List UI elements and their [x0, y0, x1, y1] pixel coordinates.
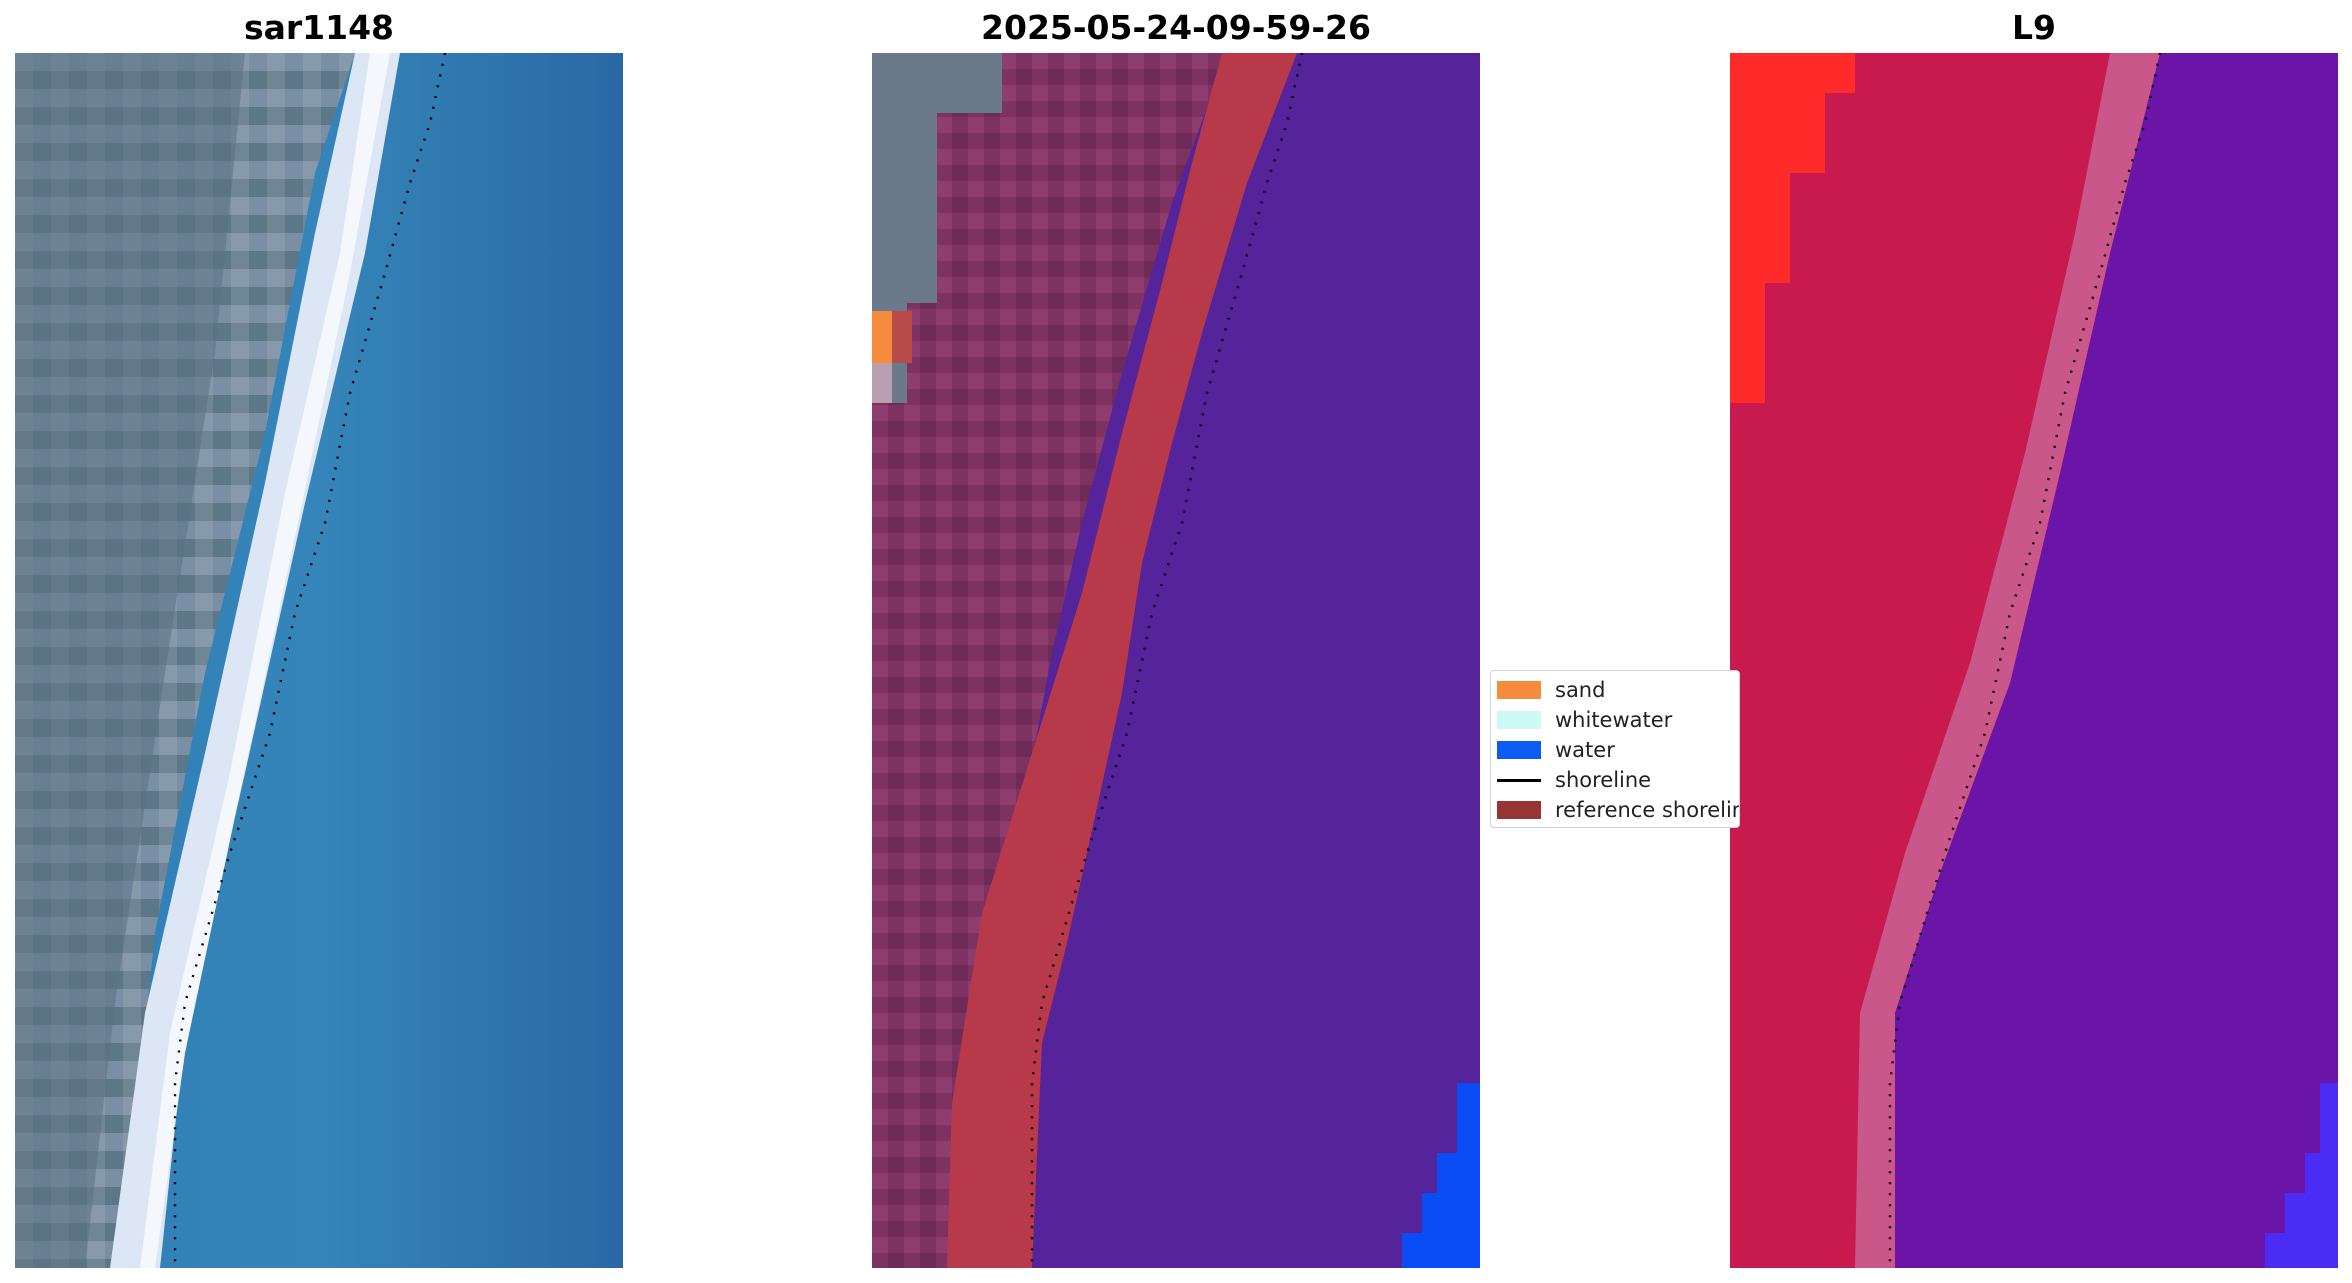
legend-item-water: water [1497, 737, 1615, 763]
legend-label: sand [1555, 678, 1606, 702]
panel-title-index: L9 [2012, 8, 2056, 47]
water-pixels-bright [1402, 1083, 1480, 1268]
legend-label: shoreline [1555, 768, 1652, 792]
reference-shoreline-band [947, 53, 1297, 1268]
legend-label: reference shoreline [1555, 798, 1740, 822]
legend: sand whitewater water shoreline referenc… [1490, 670, 1740, 828]
high-index-pixels [1730, 53, 1855, 403]
sand-swatch [1497, 681, 1541, 699]
index-image [1730, 53, 2338, 1268]
panel-title-classification: 2025-05-24-09-59-26 [981, 8, 1371, 47]
legend-item-sand: sand [1497, 677, 1605, 703]
sand-pixels [872, 311, 892, 363]
panel-title-rgb: sar1148 [243, 8, 395, 47]
legend-label: whitewater [1555, 708, 1673, 732]
rgb-image-panel [15, 53, 623, 1268]
index-panel [1730, 53, 2338, 1268]
low-index-pixels [2265, 1083, 2338, 1268]
legend-item-shoreline: shoreline [1497, 767, 1651, 793]
land-class [872, 53, 1227, 1268]
shoreline-swatch [1497, 771, 1541, 789]
rgb-image [15, 53, 623, 1268]
classification-panel [872, 53, 1480, 1268]
legend-item-reference-shoreline: reference shoreline [1497, 797, 1740, 823]
legend-label: water [1555, 738, 1615, 762]
whitewater-swatch [1497, 711, 1541, 729]
water-swatch [1497, 741, 1541, 759]
reference-shoreline-swatch [1497, 801, 1541, 819]
transition-band [1855, 53, 2160, 1268]
legend-item-whitewater: whitewater [1497, 707, 1672, 733]
classification-image [872, 53, 1480, 1268]
